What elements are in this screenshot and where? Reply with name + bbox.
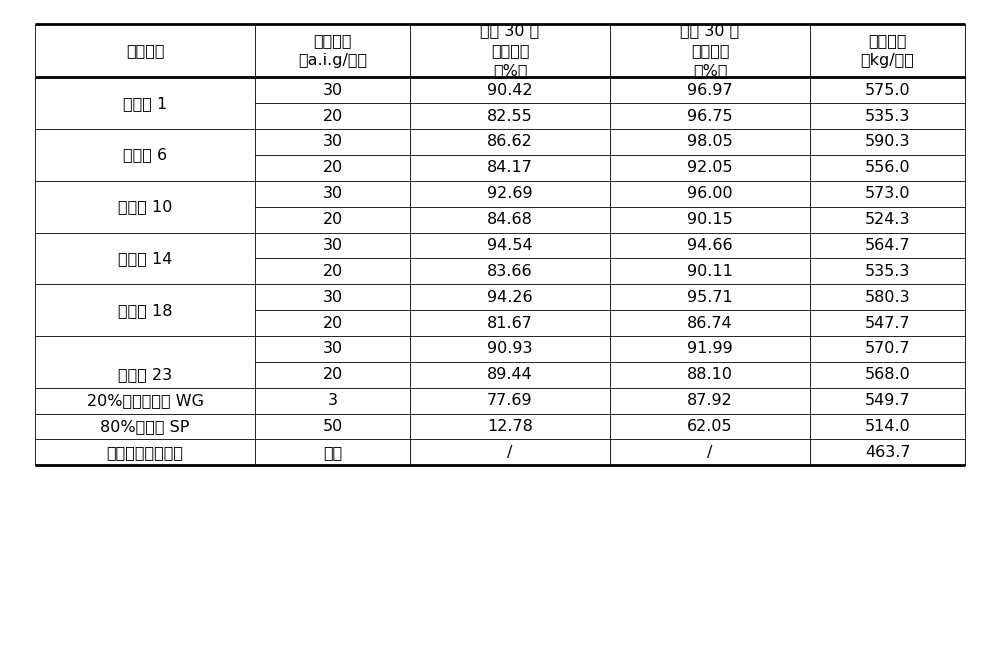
Text: 94.26: 94.26 (487, 290, 533, 304)
Text: /: / (507, 445, 513, 460)
Text: 87.92: 87.92 (687, 393, 733, 408)
Text: 535.3: 535.3 (865, 109, 910, 124)
Text: 81.67: 81.67 (487, 316, 533, 331)
Text: 92.69: 92.69 (487, 186, 533, 201)
Text: 556.0: 556.0 (865, 161, 910, 175)
Text: 30: 30 (322, 290, 343, 304)
Text: 实施例 1: 实施例 1 (123, 95, 167, 111)
Text: 92.05: 92.05 (687, 161, 733, 175)
Text: 94.54: 94.54 (487, 238, 533, 253)
Text: 药后 30 天
保穗效果
（%）: 药后 30 天 保穗效果 （%） (680, 23, 740, 78)
Text: 90.93: 90.93 (487, 341, 533, 356)
Text: 20: 20 (322, 212, 343, 227)
Text: 83.66: 83.66 (487, 264, 533, 279)
Text: 小区测产
（kg/亩）: 小区测产 （kg/亩） (861, 33, 914, 68)
Text: 88.10: 88.10 (687, 368, 733, 382)
Text: 94.66: 94.66 (687, 238, 733, 253)
Text: 使用剂量
（a.i.g/亩）: 使用剂量 （a.i.g/亩） (298, 33, 367, 68)
Text: 50: 50 (322, 419, 343, 434)
Text: 20: 20 (322, 316, 343, 331)
Text: 30: 30 (322, 186, 343, 201)
Text: 62.05: 62.05 (687, 419, 733, 434)
Text: 30: 30 (322, 134, 343, 149)
Text: 568.0: 568.0 (865, 368, 910, 382)
Text: 573.0: 573.0 (865, 186, 910, 201)
Text: 535.3: 535.3 (865, 264, 910, 279)
Text: 90.11: 90.11 (687, 264, 733, 279)
Text: 549.7: 549.7 (865, 393, 910, 408)
Text: 20: 20 (322, 368, 343, 382)
Text: 524.3: 524.3 (865, 212, 910, 227)
Text: 84.17: 84.17 (487, 161, 533, 175)
Text: 86.62: 86.62 (487, 134, 533, 149)
Text: 547.7: 547.7 (865, 316, 910, 331)
Text: 84.68: 84.68 (487, 212, 533, 227)
Text: 564.7: 564.7 (865, 238, 910, 253)
Text: 30: 30 (322, 238, 343, 253)
Text: 80%杀虫单 SP: 80%杀虫单 SP (100, 419, 190, 434)
Text: 514.0: 514.0 (865, 419, 910, 434)
Text: 98.05: 98.05 (687, 134, 733, 149)
Text: 86.74: 86.74 (687, 316, 733, 331)
Text: 91.99: 91.99 (687, 341, 733, 356)
Text: 20: 20 (322, 161, 343, 175)
Text: 590.3: 590.3 (865, 134, 910, 149)
Text: 580.3: 580.3 (865, 290, 910, 304)
Text: 575.0: 575.0 (865, 83, 910, 97)
Text: 30: 30 (322, 83, 343, 97)
Text: 96.97: 96.97 (687, 83, 733, 97)
Text: 12.78: 12.78 (487, 419, 533, 434)
Text: 463.7: 463.7 (865, 445, 910, 460)
Text: 清水: 清水 (323, 445, 342, 460)
Text: 82.55: 82.55 (487, 109, 533, 124)
Text: 77.69: 77.69 (487, 393, 533, 408)
Text: 实施例 23: 实施例 23 (118, 368, 172, 382)
Text: 药后 30 天
治虫效果
（%）: 药后 30 天 治虫效果 （%） (480, 23, 540, 78)
Text: 试验药剂: 试验药剂 (126, 43, 164, 58)
Text: 3: 3 (328, 393, 338, 408)
Text: 不施药的空白对照: 不施药的空白对照 (107, 445, 184, 460)
Text: 实施例 18: 实施例 18 (118, 302, 172, 318)
Text: 实施例 14: 实施例 14 (118, 251, 172, 266)
Text: 570.7: 570.7 (865, 341, 910, 356)
Text: 实施例 10: 实施例 10 (118, 199, 172, 214)
Text: 90.42: 90.42 (487, 83, 533, 97)
Text: 96.00: 96.00 (687, 186, 733, 201)
Text: 30: 30 (322, 341, 343, 356)
Text: /: / (707, 445, 713, 460)
Text: 实施例 6: 实施例 6 (123, 147, 167, 163)
Text: 20: 20 (322, 109, 343, 124)
Text: 95.71: 95.71 (687, 290, 733, 304)
Text: 20: 20 (322, 264, 343, 279)
Text: 96.75: 96.75 (687, 109, 733, 124)
Text: 90.15: 90.15 (687, 212, 733, 227)
Text: 20%氟虫双酰胺 WG: 20%氟虫双酰胺 WG (87, 393, 204, 408)
Text: 89.44: 89.44 (487, 368, 533, 382)
